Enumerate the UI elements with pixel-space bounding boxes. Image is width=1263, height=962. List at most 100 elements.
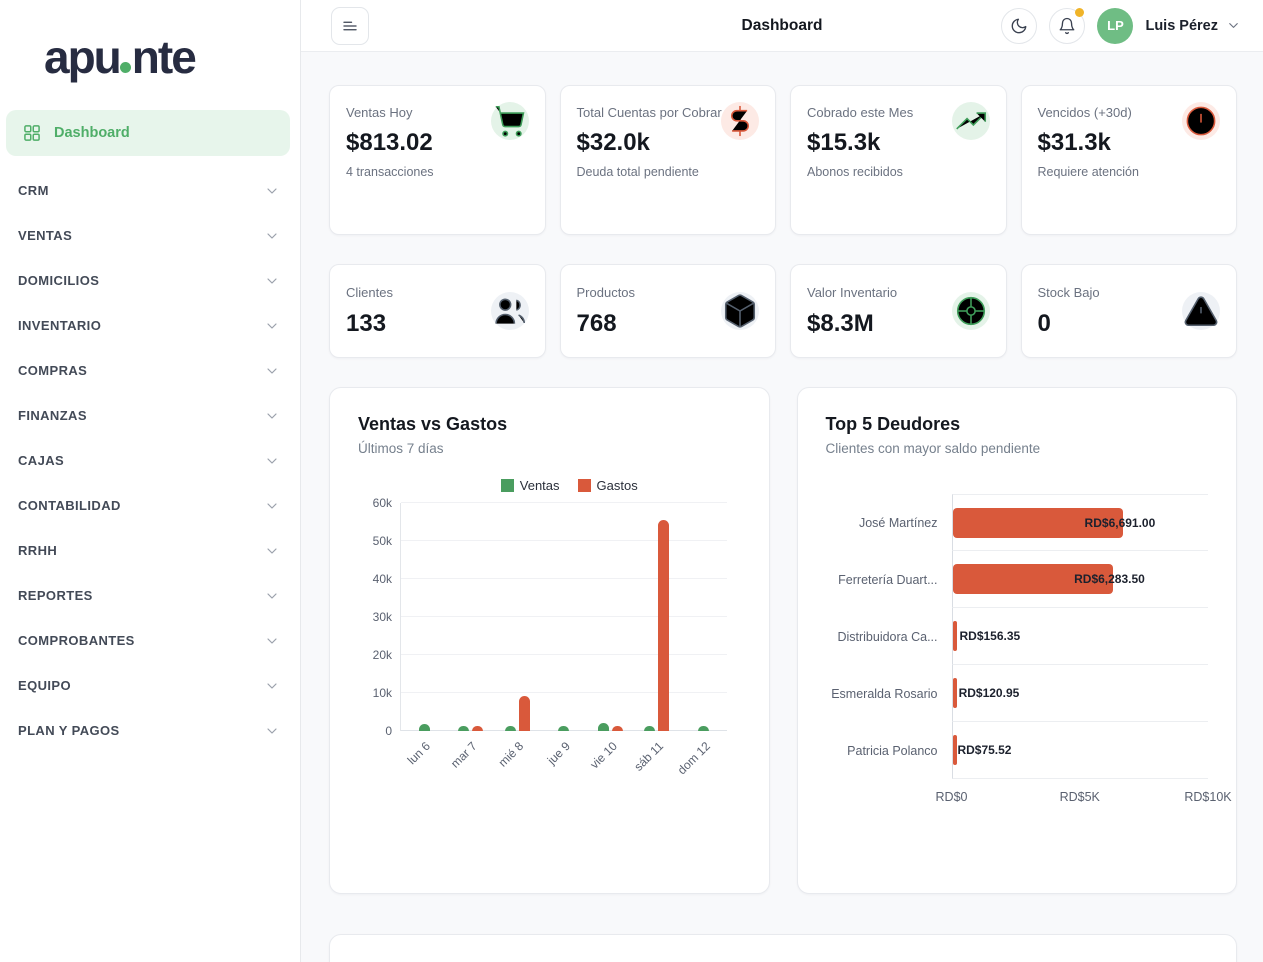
top-deudores-chart-card: Top 5 Deudores Clientes con mayor saldo …	[796, 387, 1237, 894]
debtor-amount: RD$156.35	[959, 629, 1021, 643]
debtor-name: Ferretería Duart...	[838, 572, 938, 587]
chevron-down-icon	[264, 723, 280, 739]
chevron-down-icon	[1226, 18, 1241, 33]
warning-icon	[1182, 292, 1220, 330]
user-menu[interactable]: Luis Pérez	[1145, 18, 1241, 34]
sidebar-item-label: COMPRAS	[18, 363, 88, 378]
bar-ventas	[458, 726, 470, 731]
stat-value: 133	[346, 309, 387, 337]
debtor-name: Distribuidora Ca...	[837, 629, 938, 644]
sidebar-item-cajas[interactable]: CAJAS	[0, 438, 300, 483]
sidebar-nav: Dashboard CRM VENTAS DOMICILIOS INVENTARIO C…	[0, 110, 300, 753]
alert-circle-icon	[1182, 102, 1220, 140]
legend-item: Gastos	[577, 478, 638, 493]
chart-title: Ventas vs Gastos	[358, 414, 508, 434]
dark-mode-button[interactable]	[1001, 7, 1038, 44]
bar-gastos	[658, 520, 670, 731]
stat-value: $32.0k	[576, 129, 650, 157]
bar-group	[448, 503, 495, 731]
sidebar-item-label: CONTABILIDAD	[18, 498, 121, 513]
stat-label: Clientes	[346, 285, 393, 301]
bar-gastos	[518, 696, 530, 731]
chart-subtitle: Últimos 7 días	[358, 441, 444, 456]
bell-icon	[1058, 17, 1076, 35]
chevron-down-icon	[264, 273, 280, 289]
sidebar-item-domicilios[interactable]: DOMICILIOS	[0, 258, 300, 303]
sidebar-item-ventas[interactable]: VENTAS	[0, 213, 300, 258]
bar-group	[634, 503, 681, 731]
sidebar-item-dashboard[interactable]: Dashboard	[6, 110, 290, 156]
notification-dot	[1075, 7, 1085, 17]
y-axis-tick: 40k	[372, 572, 392, 586]
sidebar-item-label: FINANZAS	[18, 408, 87, 423]
sidebar-item-label: DOMICILIOS	[18, 273, 100, 288]
debtor-row: José Martínez RD$6,691.00	[826, 494, 1208, 551]
user-avatar[interactable]: LP	[1097, 7, 1134, 44]
top-bar: Dashboard LP Luis Pérez	[301, 0, 1263, 52]
sidebar-item-finanzas[interactable]: FINANZAS	[0, 393, 300, 438]
x-axis-tick: RD$10K	[1184, 790, 1232, 804]
stat-value: 0	[1037, 309, 1051, 337]
sidebar-item-label: CAJAS	[18, 453, 65, 468]
x-axis-label: jue 9	[544, 739, 574, 768]
menu-toggle-button[interactable]	[331, 6, 369, 45]
stat-card-stock-bajo: Stock Bajo 0	[1020, 264, 1237, 358]
bar-group	[680, 503, 727, 731]
y-axis-tick: 0	[385, 724, 392, 738]
users-icon	[490, 292, 529, 330]
stat-label: Productos	[576, 285, 636, 301]
sidebar-item-crm[interactable]: CRM	[0, 168, 300, 213]
stat-label: Stock Bajo	[1037, 285, 1100, 301]
stat-label: Valor Inventario	[807, 285, 898, 301]
bar-group	[494, 503, 541, 731]
bar-group	[401, 503, 448, 731]
debtor-bar	[952, 507, 1124, 538]
x-axis-label: sáb 11	[631, 739, 667, 774]
page-title: Dashboard	[741, 16, 823, 34]
sidebar-item-contabilidad[interactable]: CONTABILIDAD	[0, 483, 300, 528]
sidebar-item-equipo[interactable]: EQUIPO	[0, 663, 300, 708]
stat-card-vencidos-30d: Vencidos (+30d) $31.3k Requiere atención	[1020, 85, 1237, 235]
stat-sub: Deuda total pendiente	[576, 165, 699, 180]
y-axis-tick: 30k	[372, 610, 392, 624]
stat-card-total-cuentas-por-cobrar: Total Cuentas por Cobrar $32.0k Deuda tota…	[559, 85, 776, 235]
sidebar-item-compras[interactable]: COMPRAS	[0, 348, 300, 393]
stat-value: $813.02	[346, 129, 433, 157]
notifications-button[interactable]	[1049, 7, 1086, 44]
x-axis-tick: RD$5K	[1059, 790, 1100, 804]
legend-item: Ventas	[500, 478, 560, 493]
sidebar-item-label: COMPROBANTES	[18, 633, 135, 648]
chevron-down-icon	[264, 543, 280, 559]
chevron-down-icon	[264, 363, 280, 379]
chevron-down-icon	[264, 678, 280, 694]
sidebar-item-label: CRM	[18, 183, 49, 198]
x-axis-label: lun 6	[404, 739, 434, 768]
bar-ventas	[418, 724, 430, 731]
chevron-down-icon	[264, 408, 280, 424]
dollar-icon	[721, 102, 759, 140]
bar-ventas	[697, 726, 709, 731]
sidebar-item-plan-y-pagos[interactable]: PLAN Y PAGOS	[0, 708, 300, 753]
stat-label: Ventas Hoy	[346, 105, 413, 120]
sidebar-item-comprobantes[interactable]: COMPROBANTES	[0, 618, 300, 663]
sidebar-item-rrhh[interactable]: RRHH	[0, 528, 300, 573]
x-axis-label: mié 8	[495, 739, 527, 770]
stat-sub: Abonos recibidos	[807, 165, 903, 180]
debtor-row: Esmeralda Rosario RD$120.95	[826, 665, 1208, 722]
x-axis-label: mar 7	[448, 739, 480, 771]
main-area: Dashboard LP Luis Pérez	[301, 0, 1263, 962]
bar-ventas	[644, 726, 656, 731]
sidebar-item-reportes[interactable]: REPORTES	[0, 573, 300, 618]
charts-row: Ventas vs Gastos Últimos 7 días Ventas Ga…	[329, 387, 1237, 894]
wheel-icon	[951, 292, 990, 330]
y-axis-tick: 50k	[372, 534, 392, 548]
bar-group	[587, 503, 634, 731]
sidebar-item-inventario[interactable]: INVENTARIO	[0, 303, 300, 348]
bar-gastos	[611, 725, 623, 731]
logo-dot-icon	[119, 62, 131, 73]
legend-swatch	[500, 479, 514, 492]
debtor-amount: RD$75.52	[957, 743, 1012, 757]
stat-value: $31.3k	[1037, 129, 1111, 157]
chevron-down-icon	[264, 498, 280, 514]
